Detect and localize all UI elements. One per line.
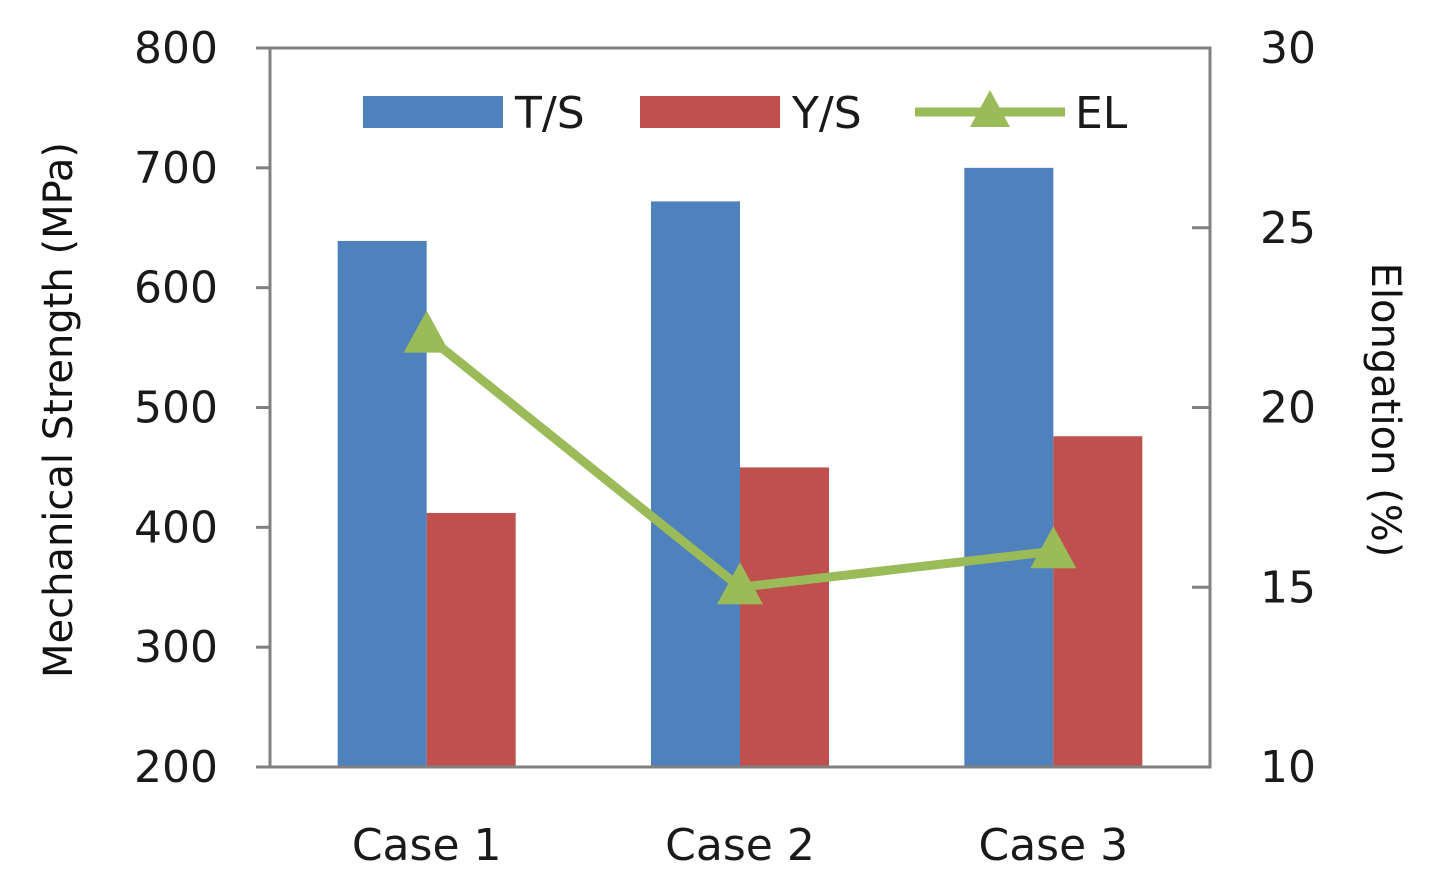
bar-ys-3 [1053,436,1143,767]
legend: T/S Y/S EL [363,88,1128,139]
y2-tick-label-20: 20 [1260,383,1316,434]
y2-axis-title: Elongation (%) [1362,263,1408,558]
point-el-2 [717,562,763,605]
y2-tick-label-10: 10 [1260,742,1316,793]
x-tick-label-2: Case 2 [665,820,815,871]
legend-label-ys: Y/S [791,88,862,139]
y-tick-label-800: 800 [134,23,218,74]
y-tick-label-200: 200 [134,742,218,793]
bar-ts-1 [337,240,427,768]
bars-layer [337,167,1143,768]
bar-ys-2 [740,467,829,767]
legend-swatch-ts [363,96,503,128]
x-tick-label-1: Case 1 [352,820,502,871]
y2-tick-label-15: 15 [1260,562,1316,613]
point-el-1 [403,310,450,353]
y-tick-label-500: 500 [134,383,218,434]
bar-ts-2 [651,201,740,768]
legend-label-el: EL [1075,88,1128,139]
y-tick-label-300: 300 [134,622,218,673]
x-tick-label-3: Case 3 [978,820,1128,871]
bar-ys-1 [426,512,516,767]
tick-layer: 200 300 400 500 600 700 800 10 15 20 25 30 Case 1 Cas… [134,23,1316,871]
legend-swatch-ys [640,96,780,128]
legend-marker-el [970,90,1010,127]
y-axis-title: Mechanical Strength (MPa) [36,142,82,678]
point-el-3 [1030,526,1077,569]
bar-ts-3 [964,167,1054,768]
y2-tick-label-25: 25 [1260,203,1316,254]
y2-tick-label-30: 30 [1260,23,1316,74]
y-tick-label-700: 700 [134,143,218,194]
y-tick-label-600: 600 [134,263,218,314]
y-tick-label-400: 400 [134,502,218,553]
line-layer [403,310,1077,605]
legend-label-ts: T/S [514,88,585,139]
